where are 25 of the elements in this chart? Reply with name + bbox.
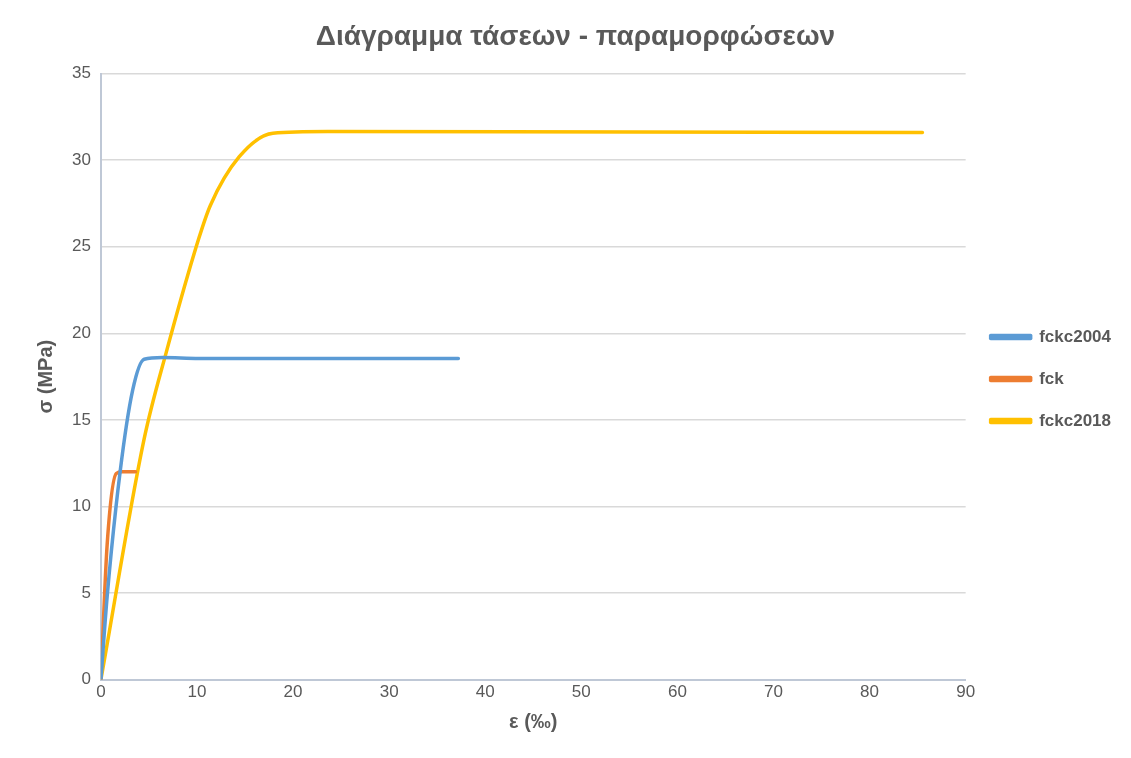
y-tick-label: 20	[71, 323, 91, 342]
x-tick-label: 60	[667, 682, 687, 702]
x-tick-label: 80	[860, 682, 880, 702]
y-tick-label: 10	[71, 496, 91, 516]
legend-label: fckc2004	[1039, 326, 1112, 346]
line-series	[100, 355, 461, 680]
x-tick-label: 90	[956, 682, 976, 702]
y-tick-label: 5	[81, 582, 91, 602]
x-tick-label: 30	[379, 682, 399, 702]
legend-label: fckc2018	[1039, 410, 1111, 430]
y-tick-label: 15	[71, 409, 91, 429]
x-tick-label: 0	[96, 682, 106, 702]
y-tick-label: 25	[71, 236, 91, 256]
legend-label: fck	[1039, 368, 1065, 388]
y-tick-label: 35	[71, 63, 91, 83]
y-tick-label: 0	[81, 669, 91, 689]
y-tick-label: 30	[71, 149, 91, 169]
x-tick-label: 70	[764, 682, 783, 702]
chart-title: Διάγραμμα τάσεων - παραμορφώσεων	[315, 19, 836, 51]
y-axis-title: σ (MPa)	[33, 339, 56, 414]
x-axis-title: ε (‰)	[509, 709, 558, 732]
x-tick-label: 20	[283, 682, 303, 702]
x-tick-label: 40	[475, 682, 495, 702]
x-tick-label: 10	[187, 682, 207, 702]
x-tick-label: 50	[571, 682, 591, 702]
